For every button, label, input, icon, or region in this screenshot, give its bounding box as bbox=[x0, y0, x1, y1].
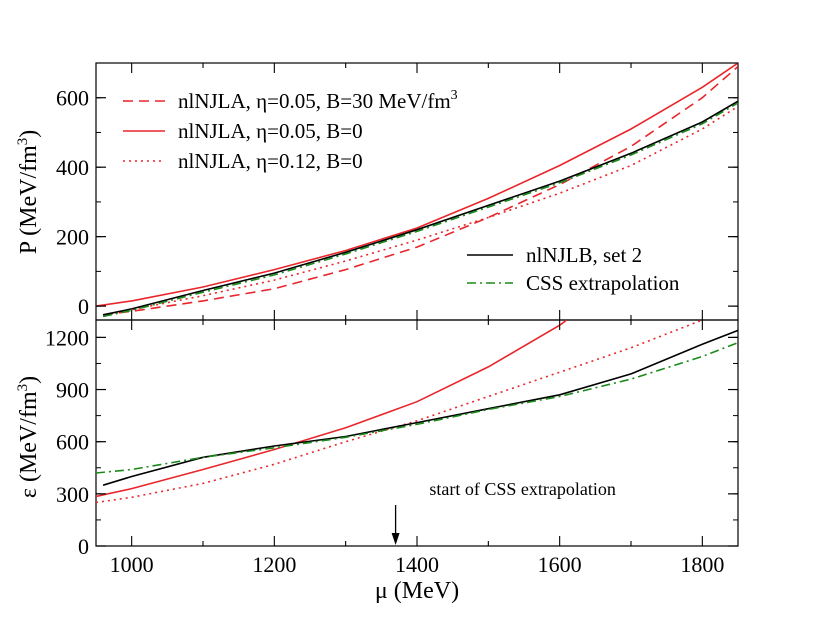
x-axis-label: μ (MeV) bbox=[375, 578, 459, 604]
pressure-series-line-4 bbox=[102, 102, 738, 318]
energy-density-tick-label: 1200 bbox=[45, 325, 89, 350]
legend-top-left-label-0: nlNJLA, η=0.05, B=30 MeV/fm3 bbox=[178, 88, 458, 113]
pressure-series bbox=[96, 63, 738, 318]
energy-density-tick-label: 300 bbox=[56, 482, 89, 507]
energy-density-tick-label: 0 bbox=[78, 534, 89, 559]
x-tick-label: 1000 bbox=[110, 552, 154, 577]
css-start-annotation: start of CSS extrapolation bbox=[391, 479, 616, 545]
energy-density-series bbox=[96, 320, 738, 504]
energy-density-series-line-2 bbox=[102, 329, 738, 486]
energy-density-axis-label: ε (MeV/fm3) bbox=[15, 376, 42, 498]
legend-right-label-1: CSS extrapolation bbox=[526, 271, 680, 295]
x-tick-label: 1600 bbox=[538, 552, 582, 577]
pressure-tick-label: 200 bbox=[56, 225, 89, 250]
energy-density-series-line-0 bbox=[96, 320, 568, 498]
x-axis: 1000 1200 1400 1600 1800 bbox=[110, 63, 724, 577]
legend-top-left-label-1: nlNJLA, η=0.05, B=0 bbox=[178, 119, 363, 143]
pressure-series-line-2 bbox=[102, 105, 738, 316]
legend-top-left-label-2: nlNJLA, η=0.12, B=0 bbox=[178, 149, 363, 173]
annotation-arrow-head bbox=[391, 533, 400, 545]
energy-density-panel: 0 300 600 900 1200 ε (MeV/fm3) start of CSS … bbox=[15, 319, 739, 559]
pressure-series-line-1 bbox=[96, 63, 738, 307]
energy-density-panel-frame bbox=[95, 319, 739, 547]
x-tick-label: 1400 bbox=[395, 552, 439, 577]
legend-right-label-0: nlNJLB, set 2 bbox=[526, 243, 642, 267]
energy-density-tick-label: 900 bbox=[56, 378, 89, 403]
energy-density-tick-label: 600 bbox=[56, 430, 89, 455]
legend-right: nlNJLB, set 2 CSS extrapolation bbox=[467, 243, 680, 295]
energy-density-series-line-1 bbox=[96, 320, 703, 504]
pressure-panel: 0 200 400 600 P (MeV/fm3) nlNJLA, η=0.05, B… bbox=[15, 62, 739, 321]
x-tick-label: 1200 bbox=[252, 552, 296, 577]
energy-density-series-line-3 bbox=[96, 341, 738, 474]
pressure-tick-label: 600 bbox=[56, 86, 89, 111]
x-tick-label: 1800 bbox=[680, 552, 724, 577]
pressure-tick-label: 0 bbox=[78, 294, 89, 319]
pressure-tick-label: 400 bbox=[56, 155, 89, 180]
legend-top-left: nlNJLA, η=0.05, B=30 MeV/fm3 nlNJLA, η=0.… bbox=[123, 88, 458, 173]
annotation-text: start of CSS extrapolation bbox=[429, 479, 615, 499]
pressure-series-line-3 bbox=[102, 100, 738, 316]
pressure-axis-label: P (MeV/fm3) bbox=[15, 130, 42, 255]
pressure-series-line-0 bbox=[103, 65, 738, 316]
